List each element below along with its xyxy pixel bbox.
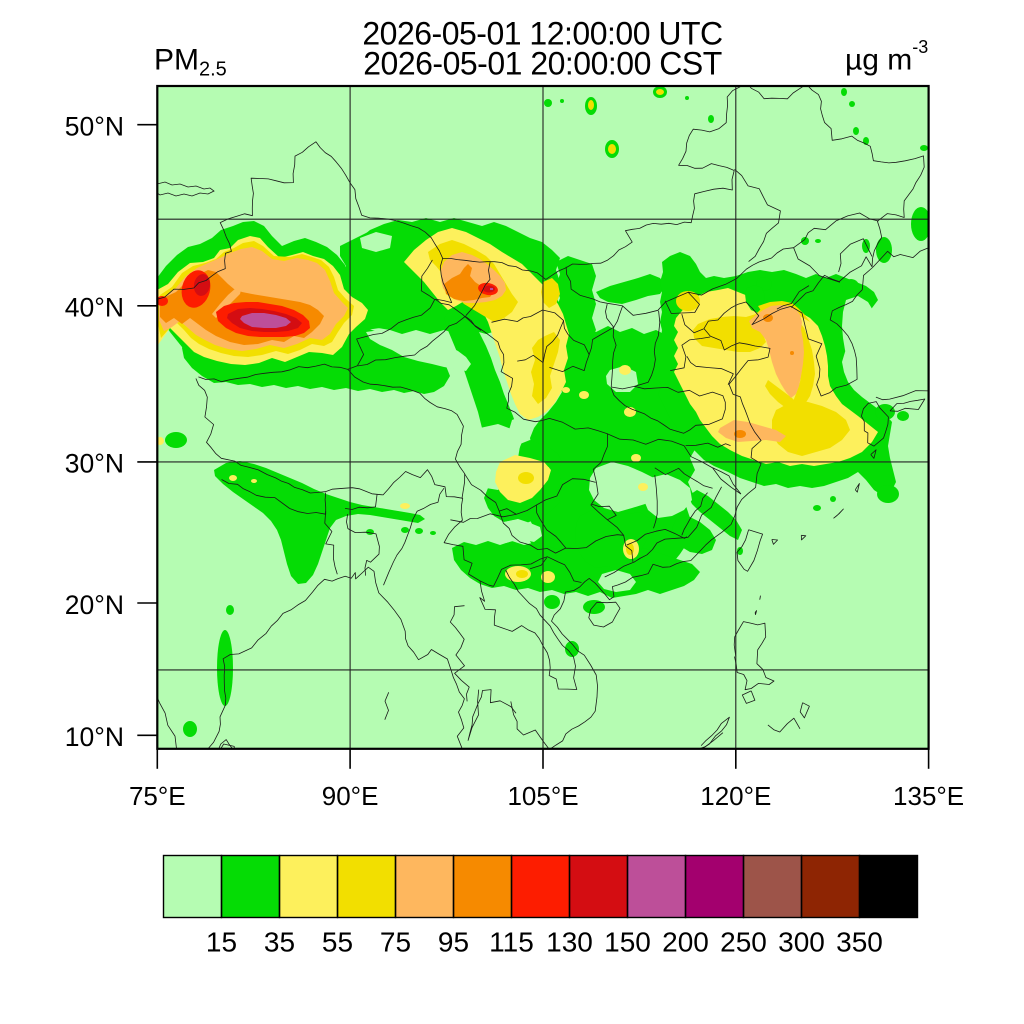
svg-text:2026-05-01 20:00:00 CST: 2026-05-01 20:00:00 CST [363,46,722,82]
svg-text:115: 115 [489,927,534,958]
svg-text:15: 15 [206,927,237,958]
svg-text:75: 75 [380,927,411,958]
svg-text:105°E: 105°E [507,781,578,811]
svg-text:35: 35 [264,927,295,958]
svg-text:50°N: 50°N [65,112,124,142]
svg-text:130: 130 [546,927,593,958]
svg-text:95: 95 [438,927,469,958]
svg-text:200: 200 [662,927,709,958]
svg-text:75°E: 75°E [129,781,186,811]
svg-text:90°E: 90°E [322,781,379,811]
svg-text:120°E: 120°E [700,781,771,811]
svg-text:250: 250 [720,927,767,958]
svg-text:2026-05-01 12:00:00 UTC: 2026-05-01 12:00:00 UTC [362,16,722,52]
svg-text:350: 350 [836,927,883,958]
svg-text:55: 55 [322,927,353,958]
svg-text:300: 300 [778,927,825,958]
svg-text:150: 150 [604,927,651,958]
svg-text:30°N: 30°N [65,449,124,479]
svg-text:10°N: 10°N [65,722,124,752]
svg-text:40°N: 40°N [65,293,124,323]
svg-text:135°E: 135°E [893,781,964,811]
svg-text:20°N: 20°N [65,590,124,620]
